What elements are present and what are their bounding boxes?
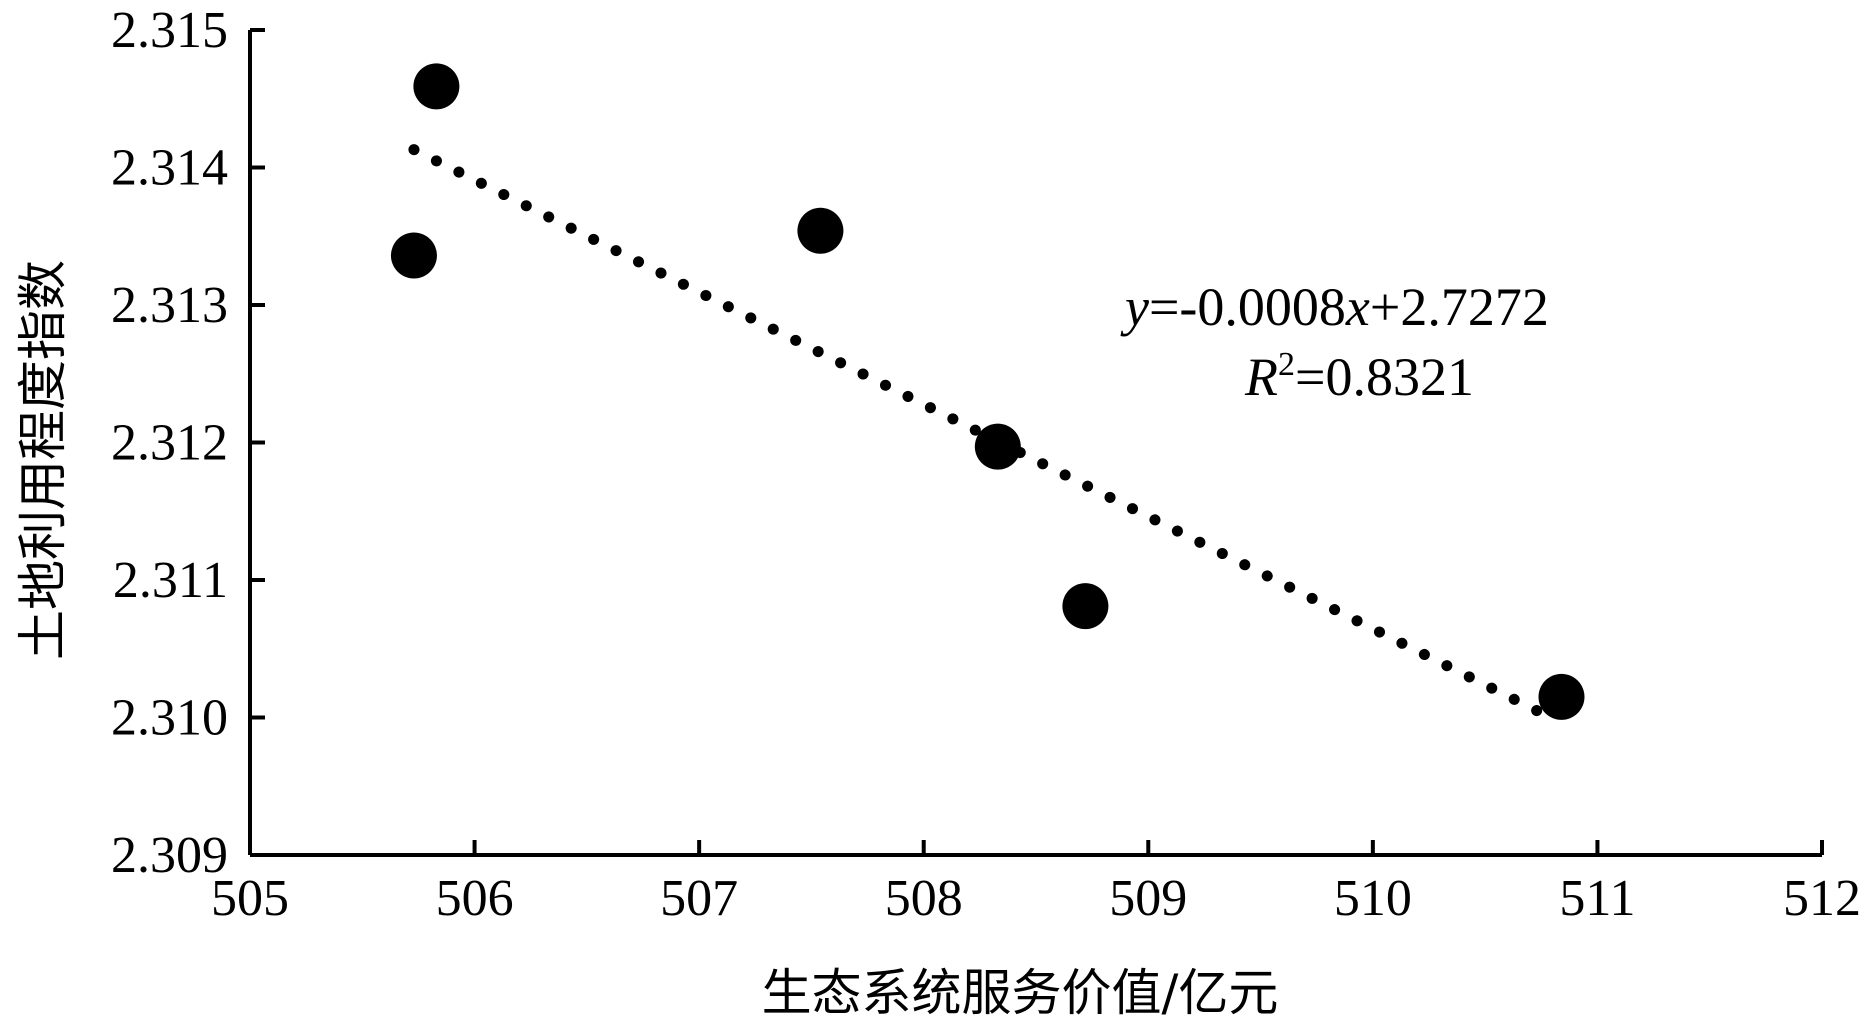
y-tick-label: 2.313 bbox=[111, 277, 228, 334]
x-tick-label: 506 bbox=[436, 870, 514, 927]
equation-intercept: +2.7272 bbox=[1370, 277, 1549, 337]
equation-slope: =-0.0008 bbox=[1149, 277, 1346, 337]
y-tick-label: 2.310 bbox=[111, 690, 228, 747]
x-tick-label: 509 bbox=[1109, 870, 1187, 927]
r-squared: R2=0.8321 bbox=[1244, 346, 1474, 407]
data-point bbox=[413, 63, 460, 110]
equation-y-variable: y bbox=[1120, 277, 1149, 337]
y-tick-label: 2.315 bbox=[111, 2, 228, 59]
y-tick-label: 2.309 bbox=[111, 827, 228, 884]
y-axis-title: 土地利用程度指数 bbox=[14, 260, 72, 660]
r-squared-value: =0.8321 bbox=[1295, 347, 1474, 407]
equation-x-variable: x bbox=[1345, 277, 1370, 337]
x-tick-label: 510 bbox=[1334, 870, 1412, 927]
r-squared-exponent: 2 bbox=[1278, 346, 1295, 383]
data-point bbox=[390, 232, 437, 279]
trendline-group bbox=[408, 144, 1543, 717]
x-axis-title: 生态系统服务价值/亿元 bbox=[762, 964, 1279, 1022]
x-tick-label: 512 bbox=[1783, 870, 1861, 927]
x-tick-group: 505 506 507 508 509 510 511 512 bbox=[211, 840, 1861, 927]
data-point bbox=[1062, 583, 1109, 630]
data-point bbox=[974, 423, 1021, 470]
x-tick-label: 507 bbox=[660, 870, 738, 927]
data-point bbox=[797, 207, 844, 254]
x-tick-label: 511 bbox=[1559, 870, 1635, 927]
data-points bbox=[390, 63, 1585, 720]
x-tick-label: 508 bbox=[885, 870, 963, 927]
r-squared-symbol: R bbox=[1244, 347, 1278, 407]
y-tick-label: 2.312 bbox=[111, 415, 228, 472]
y-tick-group: 2.309 2.310 2.311 2.312 2.313 2.314 2.315 bbox=[111, 2, 265, 884]
y-tick-label: 2.314 bbox=[111, 140, 228, 197]
y-tick-label: 2.311 bbox=[113, 552, 228, 609]
axes bbox=[248, 30, 1822, 857]
trendline bbox=[408, 144, 1543, 717]
data-point bbox=[1538, 673, 1585, 720]
x-tick-label: 505 bbox=[211, 870, 289, 927]
regression-equation: y=-0.0008x+2.7272 bbox=[1120, 277, 1549, 337]
